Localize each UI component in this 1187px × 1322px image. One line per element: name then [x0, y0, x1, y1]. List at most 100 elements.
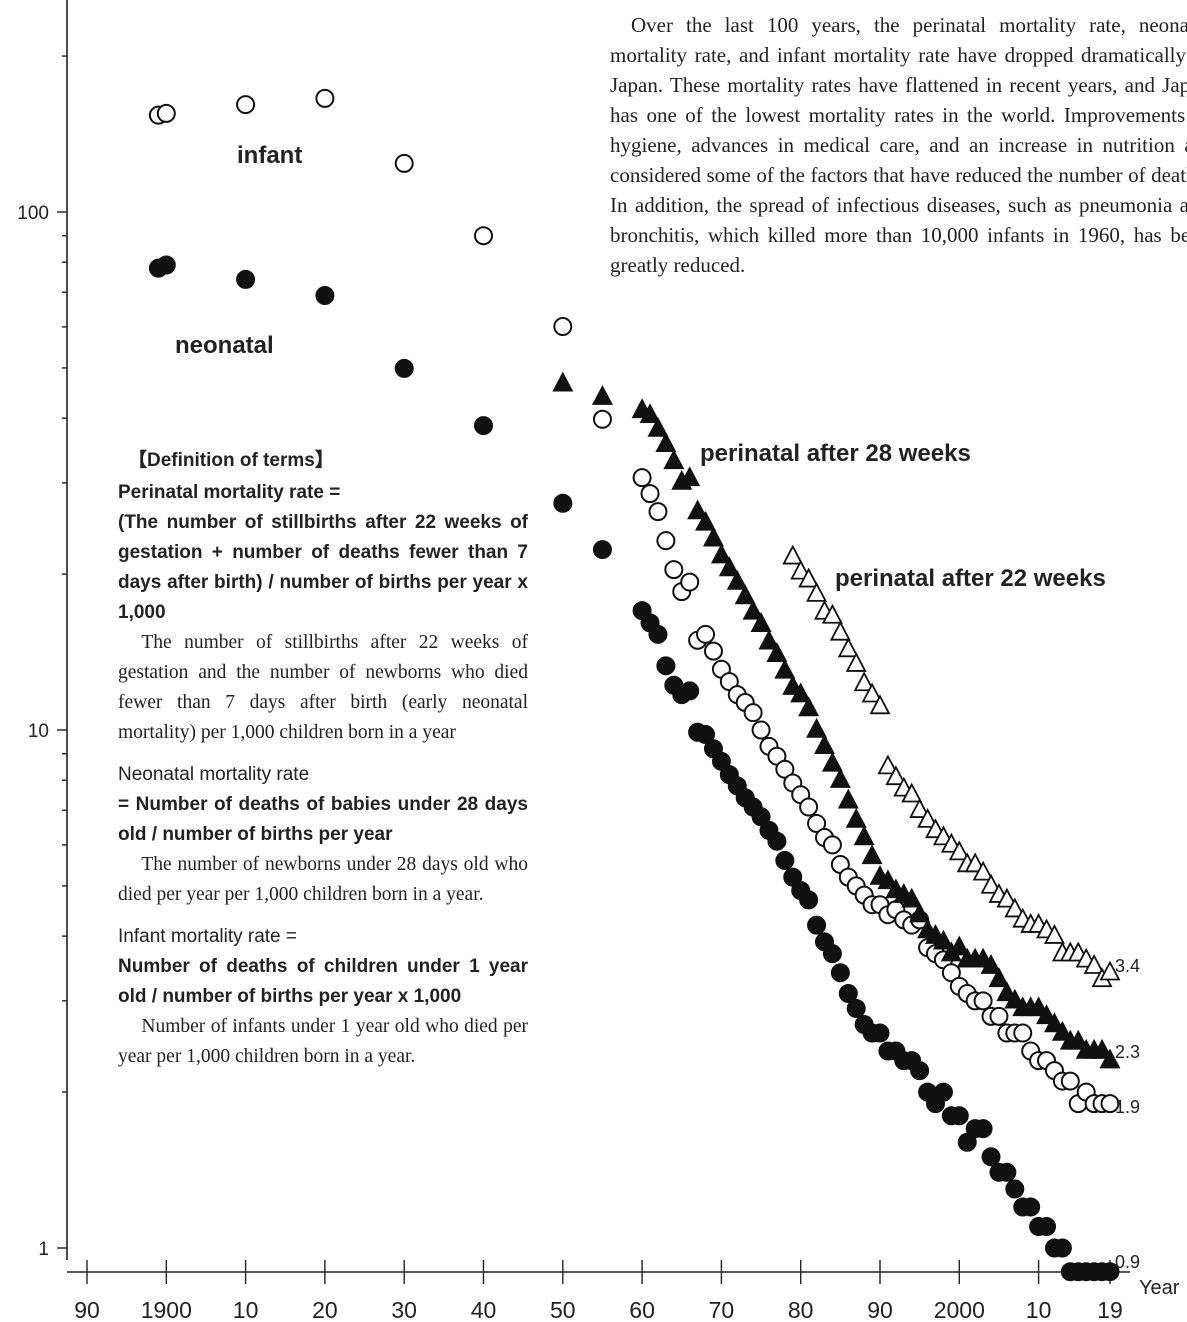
y-tick-label: 1 — [38, 1239, 49, 1260]
filled-triangle-point — [639, 403, 661, 424]
filled-triangle-point — [837, 788, 859, 809]
open-circle-point — [664, 560, 684, 580]
filled-triangle-point — [663, 449, 685, 470]
open-circle-point — [648, 502, 668, 522]
filled-triangle-point — [742, 599, 764, 620]
perinatal-heading: Perinatal mortality rate = — [118, 482, 341, 503]
filled-circle-point — [775, 850, 795, 870]
filled-triangle-point — [861, 844, 883, 865]
x-tick-label: 19 — [1097, 1297, 1123, 1322]
series-label-neonatal: neonatal — [175, 332, 274, 359]
filled-triangle-point — [710, 543, 732, 564]
open-circle-point — [696, 624, 716, 644]
neonatal-description: The number of newborns under 28 days old… — [118, 854, 528, 905]
filled-triangle-point — [647, 416, 669, 437]
filled-circle-point — [648, 624, 668, 644]
filled-triangle-point — [774, 658, 796, 679]
filled-circle-point — [933, 1082, 953, 1102]
open-circle-point — [743, 703, 763, 723]
open-triangle-point — [948, 840, 970, 861]
filled-circle-point — [846, 998, 866, 1018]
series-labels: infant neonatal perinatal after 28 weeks… — [175, 142, 1180, 1299]
filled-triangle-point — [750, 612, 772, 632]
filled-circle-point — [799, 890, 819, 910]
x-tick-label: 2000 — [934, 1297, 985, 1322]
perinatal-formula: (The number of stillbirths after 22 week… — [118, 512, 528, 623]
filled-circle-point — [822, 944, 842, 964]
filled-triangle-point — [901, 887, 923, 908]
filled-circle-point — [553, 493, 573, 513]
open-circle-point — [1013, 1023, 1033, 1043]
filled-triangle-point — [1051, 1020, 1073, 1041]
x-tick-label: 90 — [74, 1297, 100, 1322]
infant-formula: Number of deaths of children under 1 yea… — [118, 956, 528, 1007]
filled-circle-point — [1052, 1238, 1072, 1258]
open-triangle-point — [1043, 924, 1065, 944]
filled-triangle-point — [766, 642, 788, 663]
x-tick-label: 50 — [550, 1297, 576, 1322]
x-tick-label: 1900 — [141, 1297, 192, 1322]
filled-triangle-point — [806, 717, 828, 738]
filled-circle-point — [767, 831, 787, 851]
filled-triangle-point — [726, 569, 748, 590]
open-circle-point — [680, 572, 700, 592]
x-tick-label: 10 — [233, 1297, 259, 1322]
open-circle-point — [703, 641, 723, 661]
open-triangle-point — [964, 852, 986, 873]
filled-triangle-point — [845, 807, 867, 828]
filled-circle-point — [680, 681, 700, 701]
filled-circle-point — [949, 1106, 969, 1126]
filled-circle-point — [830, 963, 850, 983]
filled-circle-point — [870, 1023, 890, 1043]
filled-triangle-point — [1091, 1038, 1113, 1059]
series-label-perinatal-28: perinatal after 28 weeks — [700, 440, 971, 467]
y-tick-label: 10 — [28, 721, 49, 742]
filled-triangle-point — [877, 869, 899, 890]
open-triangle-point — [798, 567, 820, 588]
filled-circle-point — [1005, 1179, 1025, 1199]
filled-triangle-point — [687, 499, 709, 520]
open-circle-point — [751, 720, 771, 740]
open-triangle-point — [806, 581, 828, 602]
filled-triangle-point — [980, 954, 1002, 974]
filled-triangle-point — [909, 902, 931, 923]
filled-circle-point — [656, 656, 676, 676]
filled-triangle-point — [702, 526, 724, 547]
filled-triangle-point — [988, 967, 1010, 988]
open-triangle-point — [877, 754, 899, 775]
end-label-neonatal: 0.9 — [1115, 1252, 1140, 1272]
open-triangle-point — [1004, 897, 1026, 918]
open-circle-point — [474, 226, 493, 246]
filled-triangle-point — [591, 385, 613, 405]
filled-triangle-point — [718, 556, 740, 577]
chart-marks — [148, 88, 1121, 1282]
filled-circle-point — [236, 269, 256, 289]
open-triangle-point — [845, 652, 867, 672]
open-circle-point — [553, 317, 573, 337]
x-tick-label: 60 — [629, 1297, 655, 1322]
infant-description: Number of infants under 1 year old who d… — [118, 1016, 528, 1067]
open-triangle-point — [837, 637, 859, 658]
neonatal-formula: = Number of deaths of babies under 28 da… — [118, 794, 528, 845]
x-tick-label: 20 — [312, 1297, 338, 1322]
x-tick-label: 70 — [709, 1297, 735, 1322]
filled-circle-point — [973, 1119, 993, 1139]
open-triangle-point — [917, 807, 939, 828]
open-triangle-point — [1083, 954, 1105, 974]
infant-heading: Infant mortality rate = — [118, 926, 297, 947]
filled-circle-point — [315, 285, 335, 305]
open-circle-point — [799, 797, 819, 817]
definitions-box: 【Definition of terms】 Perinatal mortalit… — [118, 445, 528, 1084]
filled-circle-point — [1037, 1217, 1057, 1237]
x-tick-label: 10 — [1026, 1297, 1052, 1322]
x-tick-label: 90 — [867, 1297, 893, 1322]
filled-triangle-point — [679, 466, 701, 487]
open-circle-point — [394, 153, 414, 173]
open-circle-point — [656, 531, 676, 551]
open-circle-point — [315, 88, 335, 108]
filled-triangle-point — [552, 371, 574, 392]
filled-circle-point — [807, 915, 827, 935]
filled-triangle-point — [948, 935, 970, 956]
open-circle-point — [822, 835, 842, 855]
